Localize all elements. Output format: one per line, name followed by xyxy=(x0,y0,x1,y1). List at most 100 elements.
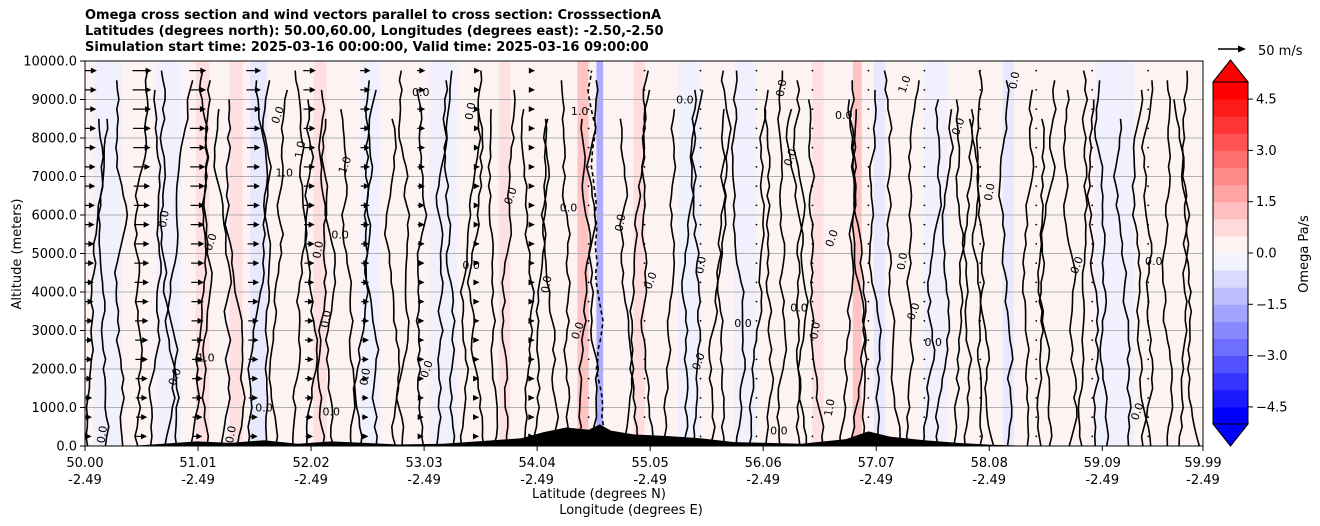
wind-vector-head xyxy=(199,163,206,170)
contour-label: 0.0 xyxy=(613,213,629,232)
wind-vector-head xyxy=(473,183,480,190)
wind-vector-dot xyxy=(867,300,870,303)
wind-vector-head xyxy=(418,298,425,305)
contour-label: 0.0 xyxy=(770,425,788,438)
wind-vector-dot xyxy=(811,204,814,207)
colorbar-tick-label: −4.5 xyxy=(1256,400,1288,415)
wind-vector-head xyxy=(196,394,203,401)
contour-line xyxy=(640,70,654,446)
x-tick-label-lon: -2.49 xyxy=(181,473,215,488)
wind-vector-dot xyxy=(1147,146,1150,149)
y-axis: 0.0 1000.0 2000.0 3000.0 4000.0 5000.0 6000.0 7… xyxy=(23,55,85,455)
wind-vector-dot xyxy=(755,339,758,342)
chart-title: Omega cross section and wind vectors par… xyxy=(85,8,664,56)
wind-vector-dot xyxy=(1147,127,1150,130)
wind-vector-dot xyxy=(1147,281,1150,284)
wind-vector-head xyxy=(473,414,480,421)
y-tick-label: 6000.0 xyxy=(32,209,78,224)
x-tick-label-lat: 57.07 xyxy=(858,456,895,471)
wind-vector-head xyxy=(253,221,260,228)
wind-vector-dot xyxy=(587,69,590,72)
wind-vector-dot xyxy=(867,262,870,265)
wind-vector-head xyxy=(418,144,425,151)
wind-vector-dot xyxy=(1091,300,1094,303)
wind-vector-head xyxy=(197,317,204,324)
wind-vector-dot xyxy=(979,281,982,284)
chart-title-line-3: Simulation start time: 2025-03-16 00:00:… xyxy=(85,40,649,55)
x-tick-label-lon: -2.49 xyxy=(294,473,328,488)
contour-label: 0.0 xyxy=(166,366,184,387)
wind-vector-dot xyxy=(587,339,590,342)
wind-vector-dot xyxy=(1091,146,1094,149)
colorbar-band xyxy=(1213,338,1248,357)
wind-vector-head xyxy=(473,221,480,228)
wind-vector-head xyxy=(251,414,258,421)
contour-line xyxy=(340,108,363,446)
wind-vector-head xyxy=(418,317,425,324)
wind-vector-dot xyxy=(979,88,982,91)
wind-vector-head xyxy=(86,394,93,401)
wind-vector-head xyxy=(308,298,315,305)
wind-vector-dot xyxy=(1147,435,1150,438)
wind-vector-dot xyxy=(643,165,646,168)
wind-key: 50 m/s xyxy=(1218,44,1303,59)
wind-vector-dot xyxy=(643,223,646,226)
wind-vector-dot xyxy=(979,108,982,111)
wind-vector-dot xyxy=(1035,416,1038,419)
wind-vector-head xyxy=(528,240,535,247)
colorbar-band xyxy=(1213,99,1248,117)
wind-vector-dot xyxy=(923,69,926,72)
wind-vector-dot xyxy=(811,108,814,111)
y-tick-label: 5000.0 xyxy=(32,247,78,262)
wind-vector-head xyxy=(528,260,535,267)
wind-vector-head xyxy=(473,240,480,247)
wind-vector-head xyxy=(252,317,259,324)
wind-vector-head xyxy=(90,125,97,132)
wind-vector-head xyxy=(417,433,424,440)
wind-vector-dot xyxy=(979,262,982,265)
colorbar-band xyxy=(1213,270,1248,288)
wind-vector-dot xyxy=(1147,377,1150,380)
contour-label: 0.0 xyxy=(895,252,911,271)
wind-vector-dot xyxy=(923,416,926,419)
wind-vector-dot xyxy=(755,242,758,245)
x-tick-label-lon: -2.49 xyxy=(633,473,667,488)
wind-vector-dot xyxy=(587,165,590,168)
wind-vector-dot xyxy=(699,281,702,284)
wind-vector-head xyxy=(474,67,481,74)
wind-vector-head xyxy=(417,375,424,382)
wind-vector-head xyxy=(307,337,314,344)
contour-line xyxy=(776,70,788,446)
x-tick-label-lat: 58.08 xyxy=(971,456,1008,471)
wind-vector-head xyxy=(200,86,207,93)
wind-vector-head xyxy=(473,279,480,286)
contour-line xyxy=(292,70,308,446)
wind-vector-dot xyxy=(923,358,926,361)
wind-vector-head xyxy=(141,414,148,421)
wind-vector-dot xyxy=(699,377,702,380)
x-tick-label-lon: -2.49 xyxy=(407,473,441,488)
wind-vector-dot xyxy=(643,185,646,188)
wind-vector-dot xyxy=(923,377,926,380)
wind-vector-head xyxy=(142,337,149,344)
contour-line xyxy=(575,80,599,446)
wind-vector-dot xyxy=(643,281,646,284)
x-tick-label-lon: -2.49 xyxy=(1186,473,1220,488)
contour-line xyxy=(619,118,635,446)
wind-vector-dot xyxy=(643,108,646,111)
contour-line xyxy=(520,108,535,446)
x-tick-label-lat: 55.05 xyxy=(632,456,669,471)
wind-vector-dot xyxy=(867,88,870,91)
wind-vector-head xyxy=(144,163,151,170)
contour-label: 0.0 xyxy=(560,201,578,214)
wind-vector-dot xyxy=(1035,108,1038,111)
wind-vector-head xyxy=(251,433,258,440)
wind-vector-head xyxy=(362,414,369,421)
wind-vector-head xyxy=(473,356,480,363)
contour-label: 0.0 xyxy=(1068,255,1086,276)
x-tick-label-lon: -2.49 xyxy=(1085,473,1119,488)
wind-vector-head xyxy=(142,317,149,324)
x-tick-label-lat: 59.99 xyxy=(1184,456,1221,471)
wind-vector-head xyxy=(473,260,480,267)
wind-vector-dot xyxy=(811,185,814,188)
